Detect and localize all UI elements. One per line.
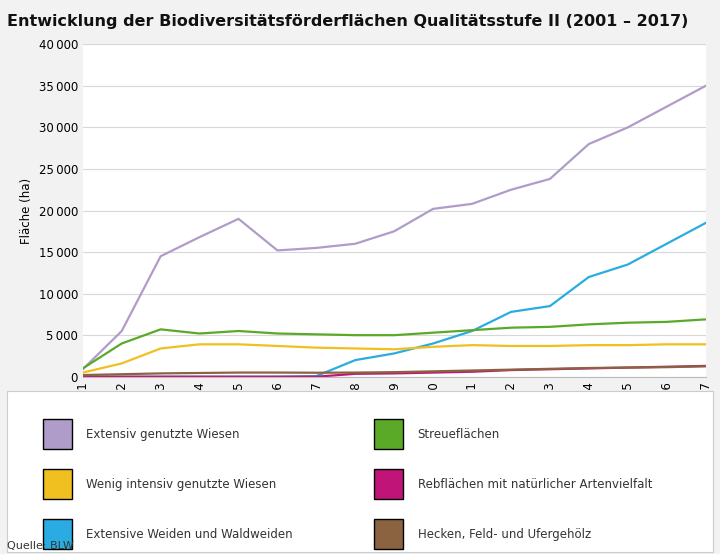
Text: Entwicklung der Biodiversitätsförderflächen Qualitätsstufe II (2001 – 2017): Entwicklung der Biodiversitätsförderfläc…: [7, 14, 688, 29]
Text: Rebflächen mit natürlicher Artenvielfalt: Rebflächen mit natürlicher Artenvielfalt: [418, 478, 652, 491]
FancyBboxPatch shape: [43, 419, 72, 449]
FancyBboxPatch shape: [43, 519, 72, 549]
Text: Streueflächen: Streueflächen: [418, 428, 500, 441]
Text: Hecken, Feld- und Ufergehölz: Hecken, Feld- und Ufergehölz: [418, 527, 591, 541]
FancyBboxPatch shape: [7, 391, 713, 552]
FancyBboxPatch shape: [374, 469, 403, 499]
Text: Extensive Weiden und Waldweiden: Extensive Weiden und Waldweiden: [86, 527, 293, 541]
FancyBboxPatch shape: [374, 419, 403, 449]
FancyBboxPatch shape: [43, 469, 72, 499]
Text: Extensiv genutzte Wiesen: Extensiv genutzte Wiesen: [86, 428, 240, 441]
FancyBboxPatch shape: [374, 519, 403, 549]
Text: Quelle: BLW: Quelle: BLW: [7, 541, 74, 551]
Text: Wenig intensiv genutzte Wiesen: Wenig intensiv genutzte Wiesen: [86, 478, 276, 491]
Y-axis label: Fläche (ha): Fläche (ha): [20, 177, 33, 244]
